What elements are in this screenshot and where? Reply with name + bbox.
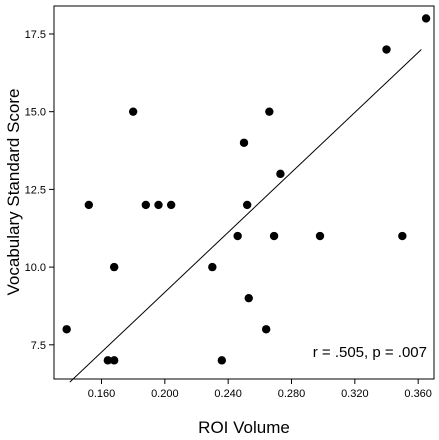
data-point <box>128 107 138 116</box>
data-point <box>421 14 431 23</box>
data-point <box>166 200 176 210</box>
y-tick-label: 10.0 <box>25 262 46 274</box>
y-axis-ticks: 7.5 10.0 12.5 15.0 17.5 <box>25 29 54 352</box>
x-tick-label: 0.360 <box>404 388 432 400</box>
data-point <box>208 262 217 272</box>
data-point <box>276 169 285 179</box>
plot-frame <box>53 5 435 380</box>
y-axis-label: Vocabulary Standard Score <box>4 89 23 296</box>
data-point <box>398 231 407 241</box>
data-point <box>269 231 279 241</box>
y-tick-label: 17.5 <box>25 29 46 41</box>
data-point <box>244 293 253 303</box>
data-points <box>62 14 431 365</box>
data-point <box>265 107 274 116</box>
data-point <box>109 262 119 272</box>
correlation-annotation: r = .505, p = .007 <box>313 344 427 361</box>
y-tick-label: 12.5 <box>25 184 46 196</box>
x-tick-label: 0.240 <box>214 388 242 400</box>
data-point <box>382 45 391 54</box>
x-tick-label: 0.160 <box>88 388 116 400</box>
data-point <box>261 325 271 334</box>
data-point <box>109 356 119 365</box>
data-point <box>141 200 151 210</box>
data-point <box>103 356 113 365</box>
y-tick-label: 7.5 <box>31 340 46 352</box>
x-tick-label: 0.320 <box>341 388 369 400</box>
data-point <box>239 138 249 147</box>
data-point <box>242 200 252 210</box>
y-tick-label: 15.0 <box>25 107 46 119</box>
regression-line <box>69 49 422 383</box>
data-point <box>315 231 325 241</box>
x-tick-label: 0.200 <box>151 388 179 400</box>
data-point <box>84 200 94 210</box>
data-point <box>217 356 227 365</box>
data-point <box>154 200 163 210</box>
data-point <box>62 325 71 334</box>
x-axis-ticks: 0.160 0.200 0.240 0.280 0.320 0.360 <box>88 379 432 400</box>
x-axis-label: ROI Volume <box>198 418 290 437</box>
x-tick-label: 0.280 <box>278 388 306 400</box>
data-point <box>233 231 242 241</box>
